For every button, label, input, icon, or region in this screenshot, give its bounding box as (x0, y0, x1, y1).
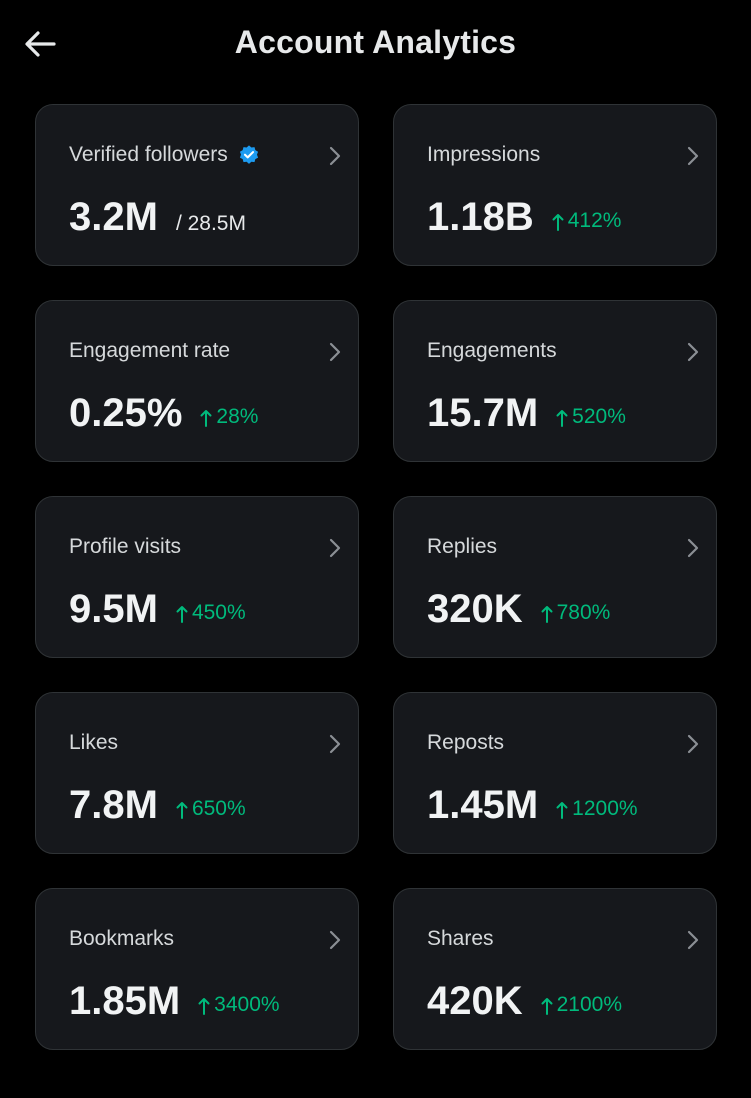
chevron-right-icon (687, 342, 699, 362)
change-value: 780% (556, 601, 611, 624)
metrics-grid: Verified followers 3.2M / 28.5M Impressi… (35, 104, 717, 1050)
card-label: Engagements (427, 339, 557, 362)
arrow-up-icon (200, 409, 212, 427)
metric-total: / 28.5M (175, 212, 246, 235)
card-engagements[interactable]: Engagements 15.7M 520% (393, 300, 717, 462)
change-indicator: 450% (176, 601, 246, 625)
metric-value: 3.2M (69, 195, 158, 239)
card-bookmarks[interactable]: Bookmarks 1.85M 3400% (35, 888, 359, 1050)
metric-value: 0.25% (69, 391, 183, 435)
change-indicator: 520% (556, 405, 626, 429)
chevron-right-icon (687, 734, 699, 754)
card-profile-visits[interactable]: Profile visits 9.5M 450% (35, 496, 359, 658)
metric-value: 1.18B (427, 195, 534, 239)
change-indicator: 780% (541, 601, 611, 625)
change-indicator: 412% (552, 209, 622, 233)
back-button[interactable] (18, 22, 62, 66)
arrow-up-icon (176, 605, 188, 623)
chevron-right-icon (329, 930, 341, 950)
card-label: Shares (427, 927, 494, 950)
card-label: Reposts (427, 731, 505, 754)
chevron-right-icon (687, 930, 699, 950)
card-replies[interactable]: Replies 320K 780% (393, 496, 717, 658)
arrow-up-icon (552, 213, 564, 231)
card-impressions[interactable]: Impressions 1.18B 412% (393, 104, 717, 266)
card-label: Verified followers (69, 143, 228, 166)
card-reposts[interactable]: Reposts 1.45M 1200% (393, 692, 717, 854)
card-label: Bookmarks (69, 927, 175, 950)
change-indicator: 1200% (556, 797, 638, 821)
chevron-right-icon (687, 538, 699, 558)
card-label: Impressions (427, 143, 541, 166)
metric-value: 420K (427, 979, 523, 1023)
change-value: 450% (191, 601, 246, 624)
chevron-right-icon (329, 342, 341, 362)
change-value: 1200% (572, 797, 638, 820)
metric-value: 9.5M (69, 587, 158, 631)
change-indicator: 650% (176, 797, 246, 821)
chevron-right-icon (687, 146, 699, 166)
change-indicator: 3400% (198, 993, 280, 1017)
change-value: 650% (191, 797, 246, 820)
page-title: Account Analytics (234, 24, 517, 60)
change-value: 520% (572, 405, 626, 428)
card-shares[interactable]: Shares 420K 2100% (393, 888, 717, 1050)
arrow-up-icon (198, 997, 210, 1015)
metric-value: 1.45M (427, 783, 539, 827)
change-value: 3400% (214, 993, 280, 1016)
card-label: Profile visits (69, 535, 182, 558)
chevron-right-icon (329, 146, 341, 166)
card-likes[interactable]: Likes 7.8M 650% (35, 692, 359, 854)
card-label: Replies (427, 535, 498, 558)
header: Account Analytics (0, 0, 751, 92)
change-value: 28% (216, 405, 259, 428)
arrow-left-icon (25, 31, 56, 57)
card-label: Engagement rate (69, 339, 231, 362)
arrow-up-icon (556, 801, 568, 819)
metric-value: 320K (427, 587, 523, 631)
chevron-right-icon (329, 734, 341, 754)
change-indicator: 28% (200, 405, 258, 429)
change-value: 412% (567, 209, 622, 232)
card-label: Likes (69, 731, 119, 754)
card-engagement-rate[interactable]: Engagement rate 0.25% 28% (35, 300, 359, 462)
metric-value: 15.7M (427, 391, 539, 435)
arrow-up-icon (556, 409, 568, 427)
arrow-up-icon (541, 605, 553, 623)
arrow-up-icon (176, 801, 188, 819)
change-value: 2100% (556, 993, 623, 1016)
metric-value: 7.8M (69, 783, 158, 827)
card-verified-followers[interactable]: Verified followers 3.2M / 28.5M (35, 104, 359, 266)
verified-badge-icon (238, 144, 260, 166)
metric-value: 1.85M (69, 979, 181, 1023)
change-indicator: 2100% (541, 993, 622, 1017)
chevron-right-icon (329, 538, 341, 558)
arrow-up-icon (541, 997, 553, 1015)
